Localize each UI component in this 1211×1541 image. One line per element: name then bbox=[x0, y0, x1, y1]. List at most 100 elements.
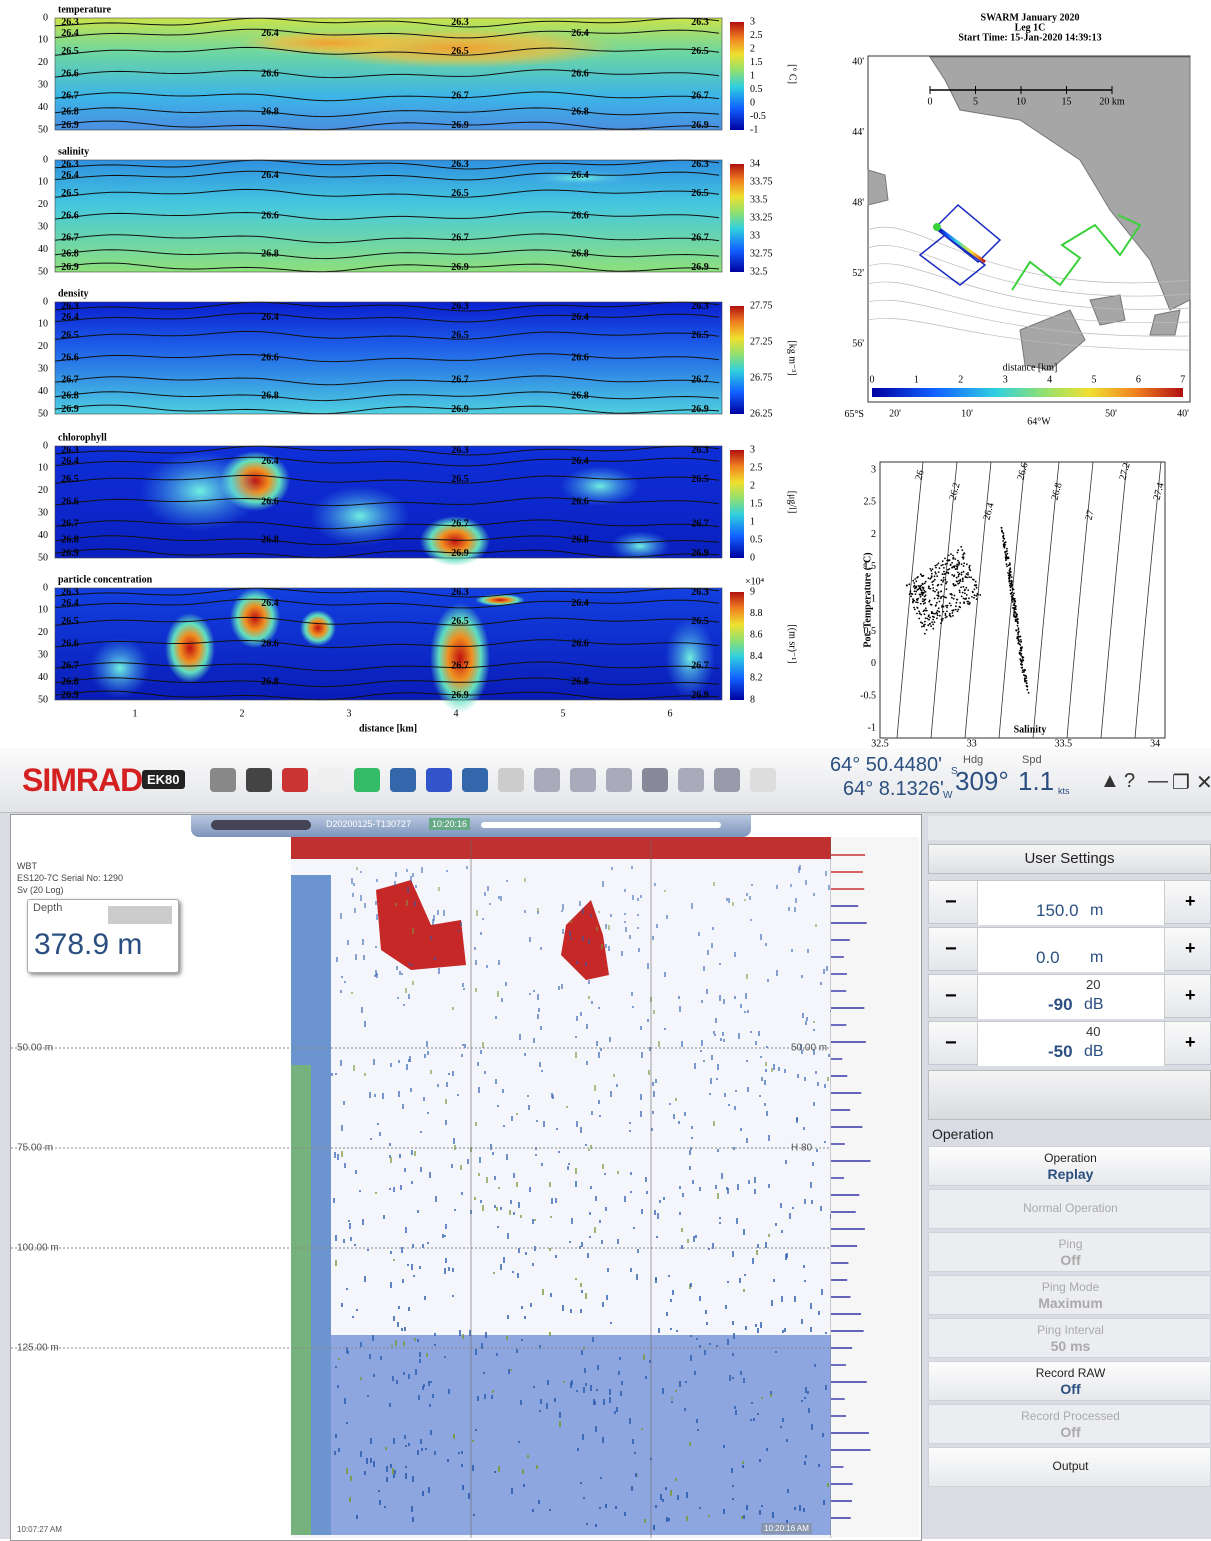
toolbar-button[interactable] bbox=[462, 768, 488, 792]
toolbar-button[interactable] bbox=[390, 768, 416, 792]
toolbar-button[interactable] bbox=[246, 768, 272, 792]
settings-header[interactable]: User Settings bbox=[928, 844, 1211, 874]
echo-speck bbox=[723, 1039, 725, 1042]
toolbar-button[interactable] bbox=[354, 768, 380, 792]
ts-point bbox=[925, 610, 927, 612]
window-button[interactable]: ❐ bbox=[1172, 770, 1190, 795]
echo-speck bbox=[516, 1182, 518, 1187]
increment-button[interactable]: + bbox=[1185, 891, 1196, 912]
echo-speck bbox=[629, 1122, 631, 1124]
contour-label: 26.9 bbox=[61, 120, 79, 131]
echo-speck bbox=[746, 974, 748, 979]
echo-speck bbox=[724, 1093, 726, 1097]
ts-point bbox=[1003, 544, 1005, 546]
echo-speck bbox=[429, 1404, 431, 1407]
echo-speck bbox=[500, 1207, 502, 1210]
window-button[interactable]: ▲ bbox=[1100, 770, 1120, 793]
echo-speck bbox=[640, 1094, 642, 1100]
echo-speck bbox=[647, 963, 649, 969]
decrement-button[interactable]: − bbox=[945, 985, 957, 1008]
echo-speck bbox=[369, 1354, 371, 1359]
ts-point bbox=[938, 611, 940, 613]
echo-speck bbox=[359, 1190, 361, 1192]
toolbar-button[interactable] bbox=[498, 768, 524, 792]
echo-speck bbox=[802, 1013, 804, 1018]
echo-speck bbox=[428, 1487, 430, 1493]
ts-point bbox=[961, 549, 963, 551]
echo-speck bbox=[525, 1252, 527, 1255]
toolbar-button[interactable] bbox=[210, 768, 236, 792]
toolbar-button[interactable] bbox=[750, 768, 776, 792]
echo-speck bbox=[434, 1451, 436, 1455]
toolbar-button[interactable] bbox=[318, 768, 344, 792]
echo-speck bbox=[506, 880, 508, 882]
echo-speck bbox=[582, 1434, 584, 1440]
depth-tick-label: 30 bbox=[38, 79, 48, 90]
echo-speck bbox=[717, 1193, 719, 1199]
toolbar-button[interactable] bbox=[282, 768, 308, 792]
echo-speck bbox=[335, 1235, 337, 1241]
echo-speck bbox=[768, 1234, 770, 1237]
window-button[interactable]: — bbox=[1148, 770, 1168, 793]
contour-label: 26.4 bbox=[261, 170, 279, 181]
operation-item[interactable]: Output bbox=[928, 1447, 1211, 1487]
lat-tick-label: 56' bbox=[852, 338, 864, 349]
echo-speck bbox=[602, 1164, 604, 1169]
decrement-button[interactable]: − bbox=[945, 891, 957, 914]
ts-point bbox=[1006, 553, 1008, 555]
window-button[interactable]: ✕ bbox=[1196, 770, 1211, 795]
operation-item[interactable]: Normal Operation bbox=[928, 1189, 1211, 1229]
increment-button[interactable]: + bbox=[1185, 1032, 1196, 1053]
ts-point bbox=[953, 575, 955, 577]
increment-button[interactable]: + bbox=[1185, 985, 1196, 1006]
toolbar-button[interactable] bbox=[678, 768, 704, 792]
echo-speck bbox=[750, 919, 752, 921]
echo-speck bbox=[529, 993, 531, 995]
depth-tick-label: 40 bbox=[38, 672, 48, 683]
increment-button[interactable]: + bbox=[1185, 938, 1196, 959]
toolbar-button[interactable] bbox=[534, 768, 560, 792]
toolbar-button[interactable] bbox=[570, 768, 596, 792]
contour-label: 26.5 bbox=[451, 46, 469, 57]
contour-label: 26.9 bbox=[691, 548, 709, 559]
window-button[interactable]: ? bbox=[1124, 770, 1135, 793]
decrement-button[interactable]: − bbox=[945, 1032, 957, 1055]
ts-point bbox=[1018, 635, 1020, 637]
ts-point bbox=[937, 592, 939, 594]
contour-label: 26.7 bbox=[61, 375, 79, 386]
depth-tools[interactable] bbox=[108, 906, 172, 924]
echo-speck bbox=[541, 1163, 543, 1166]
echo-speck bbox=[713, 1121, 715, 1126]
echo-speck bbox=[596, 927, 598, 931]
echo-speck bbox=[415, 1369, 417, 1375]
echo-speck bbox=[641, 1428, 643, 1430]
echo-speck bbox=[641, 1052, 643, 1058]
echo-speck bbox=[636, 1274, 638, 1280]
echo-speck bbox=[732, 1377, 734, 1379]
toolbar-button[interactable] bbox=[714, 768, 740, 792]
echo-speck bbox=[765, 1062, 767, 1066]
echo-speck bbox=[349, 1497, 351, 1502]
echo-speck bbox=[689, 1150, 691, 1155]
tab-strip[interactable] bbox=[928, 1070, 1211, 1120]
echo-speck bbox=[611, 867, 613, 870]
echo-speck bbox=[765, 1069, 767, 1072]
toolbar-button[interactable] bbox=[642, 768, 668, 792]
colorbar-tick-label: 1.5 bbox=[750, 57, 763, 68]
echo-speck bbox=[732, 1485, 734, 1487]
decrement-button[interactable]: − bbox=[945, 938, 957, 961]
x-tick-label: 5 bbox=[561, 708, 566, 719]
toolbar-button[interactable] bbox=[606, 768, 632, 792]
toolbar-button[interactable] bbox=[426, 768, 452, 792]
colorbar-tick-label: 0 bbox=[870, 374, 875, 385]
